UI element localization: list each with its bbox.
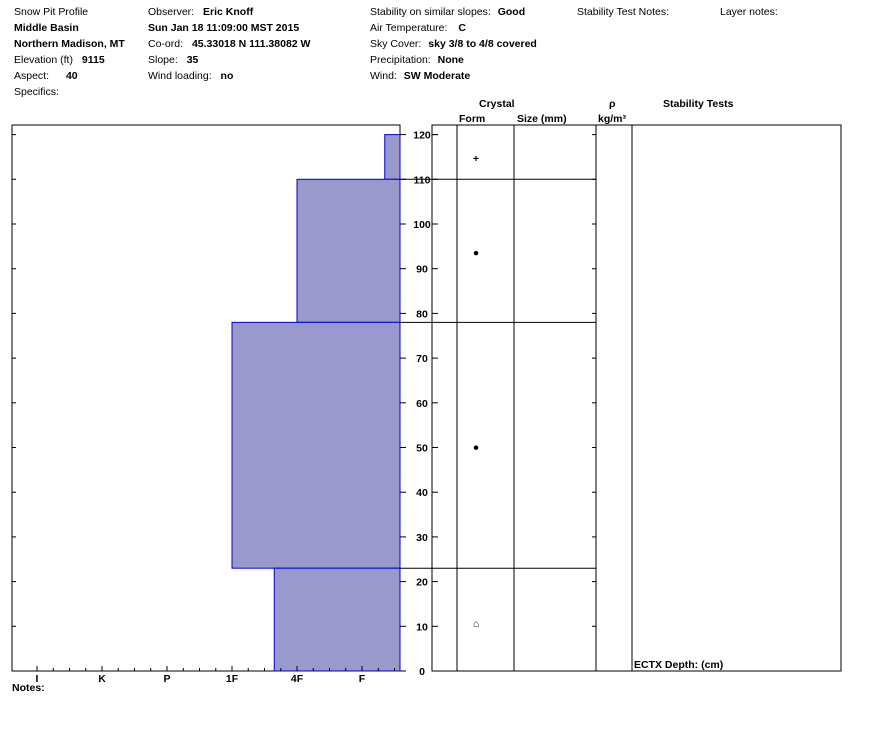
wind-row: Wind: SW Moderate	[370, 70, 470, 83]
precip-value: None	[437, 54, 464, 66]
hardness-layer-3	[273, 567, 401, 672]
observer-label: Observer:	[148, 6, 195, 18]
hardness-layer-1	[296, 178, 401, 323]
depth-tick-label: 40	[416, 487, 428, 499]
wind-loading-label: Wind loading:	[148, 70, 212, 82]
aspect-label: Aspect:	[14, 70, 50, 82]
notes-label: Notes:	[12, 682, 45, 694]
hardness-tick-label: 4F	[291, 673, 304, 685]
precip-label: Precipitation:	[370, 54, 431, 66]
size-header: Size (mm)	[517, 113, 567, 125]
hardness-tick-label: I	[36, 673, 39, 685]
depth-tick-label: 10	[416, 621, 428, 633]
aspect-value: 40	[65, 70, 78, 82]
location-name: Middle Basin	[14, 22, 79, 34]
hardness-layer-0	[384, 134, 401, 180]
depth-axis: 0 10 20 30 40 50 60 70 80 90 100 110 120	[400, 130, 596, 678]
depth-tick-label: 100	[413, 219, 431, 231]
stability-row: Stability on similar slopes: Good	[370, 6, 525, 19]
grain-form-symbol: +	[473, 153, 479, 165]
slope-row: Slope: 35	[148, 54, 198, 67]
layer-notes-label: Layer notes:	[720, 6, 778, 18]
specifics-label: Specifics:	[14, 86, 59, 98]
stability-tests-header: Stability Tests	[663, 98, 734, 110]
hardness-ticks: I K P 1F 4F F	[36, 666, 395, 685]
air-temp-value: C	[458, 22, 466, 34]
grain-forms: + ● ● ⌂	[473, 153, 479, 630]
stability-test-notes-label: Stability Test Notes:	[577, 6, 670, 18]
elevation-label: Elevation (ft)	[14, 54, 73, 66]
hardness-layers	[231, 134, 401, 672]
slope-value: 35	[186, 54, 199, 66]
grain-form-symbol: ⌂	[473, 618, 479, 630]
depth-tick-label: 50	[416, 443, 428, 455]
slope-label: Slope:	[148, 54, 178, 66]
elevation-value: 9115	[81, 54, 105, 66]
grain-form-symbol: ●	[473, 441, 479, 453]
depth-tick-label: 80	[416, 308, 428, 320]
sky-cover-value: sky 3/8 to 4/8 covered	[428, 38, 537, 50]
hardness-layer-2	[231, 321, 401, 569]
stability-test-result: ECTX Depth: (cm)	[634, 659, 723, 671]
coord-row: Co-ord: 45.33018 N 111.38082 W	[148, 38, 310, 51]
depth-tick-label: 60	[416, 398, 428, 410]
rho-header: ρ	[609, 98, 616, 110]
grain-form-symbol: ●	[473, 247, 479, 259]
hardness-tick-label: P	[163, 673, 170, 685]
pit-title: Snow Pit Profile	[14, 6, 89, 18]
wind-loading-value: no	[220, 70, 234, 82]
sky-cover-label: Sky Cover:	[370, 38, 422, 50]
left-depth-ticks	[12, 134, 16, 627]
stability-label: Stability on similar slopes:	[370, 6, 491, 18]
coord-value: 45.33018 N 111.38082 W	[191, 38, 311, 50]
wind-loading-row: Wind loading: no	[148, 70, 233, 83]
density-unit-header: kg/m³	[598, 113, 627, 125]
sky-cover-row: Sky Cover: sky 3/8 to 4/8 covered	[370, 38, 537, 51]
observation-datetime: Sun Jan 18 11:09:00 MST 2015	[148, 22, 300, 34]
depth-tick-label: 90	[416, 264, 428, 276]
density-column-frame	[595, 124, 633, 672]
hardness-tick-label: F	[359, 673, 366, 685]
air-temp-row: Air Temperature: C	[370, 22, 466, 35]
depth-tick-label: 120	[413, 130, 431, 142]
depth-tick-label: 70	[416, 353, 428, 365]
hardness-tick-label: K	[98, 673, 106, 685]
depth-tick-label: 0	[419, 666, 425, 678]
wind-value: SW Moderate	[403, 70, 471, 82]
layer-boundaries	[400, 134, 596, 569]
precip-row: Precipitation: None	[370, 54, 464, 67]
aspect-row: Aspect: 40	[14, 70, 78, 83]
observer-value: Eric Knoff	[203, 6, 254, 18]
stability-tests-frame	[631, 124, 842, 672]
coord-label: Co-ord:	[148, 38, 184, 50]
region-name: Northern Madison, MT	[14, 38, 125, 50]
elevation-row: Elevation (ft) 9115	[14, 54, 105, 67]
observer-row: Observer: Eric Knoff	[148, 6, 253, 19]
air-temp-label: Air Temperature:	[370, 22, 448, 34]
depth-tick-label: 20	[416, 577, 428, 589]
depth-tick-label: 110	[414, 174, 431, 186]
form-header: Form	[459, 113, 486, 125]
hardness-tick-label: 1F	[226, 673, 239, 685]
stability-value: Good	[497, 6, 526, 18]
crystal-header: Crystal	[479, 98, 515, 110]
wind-label: Wind:	[370, 70, 397, 82]
depth-tick-label: 30	[416, 532, 428, 544]
